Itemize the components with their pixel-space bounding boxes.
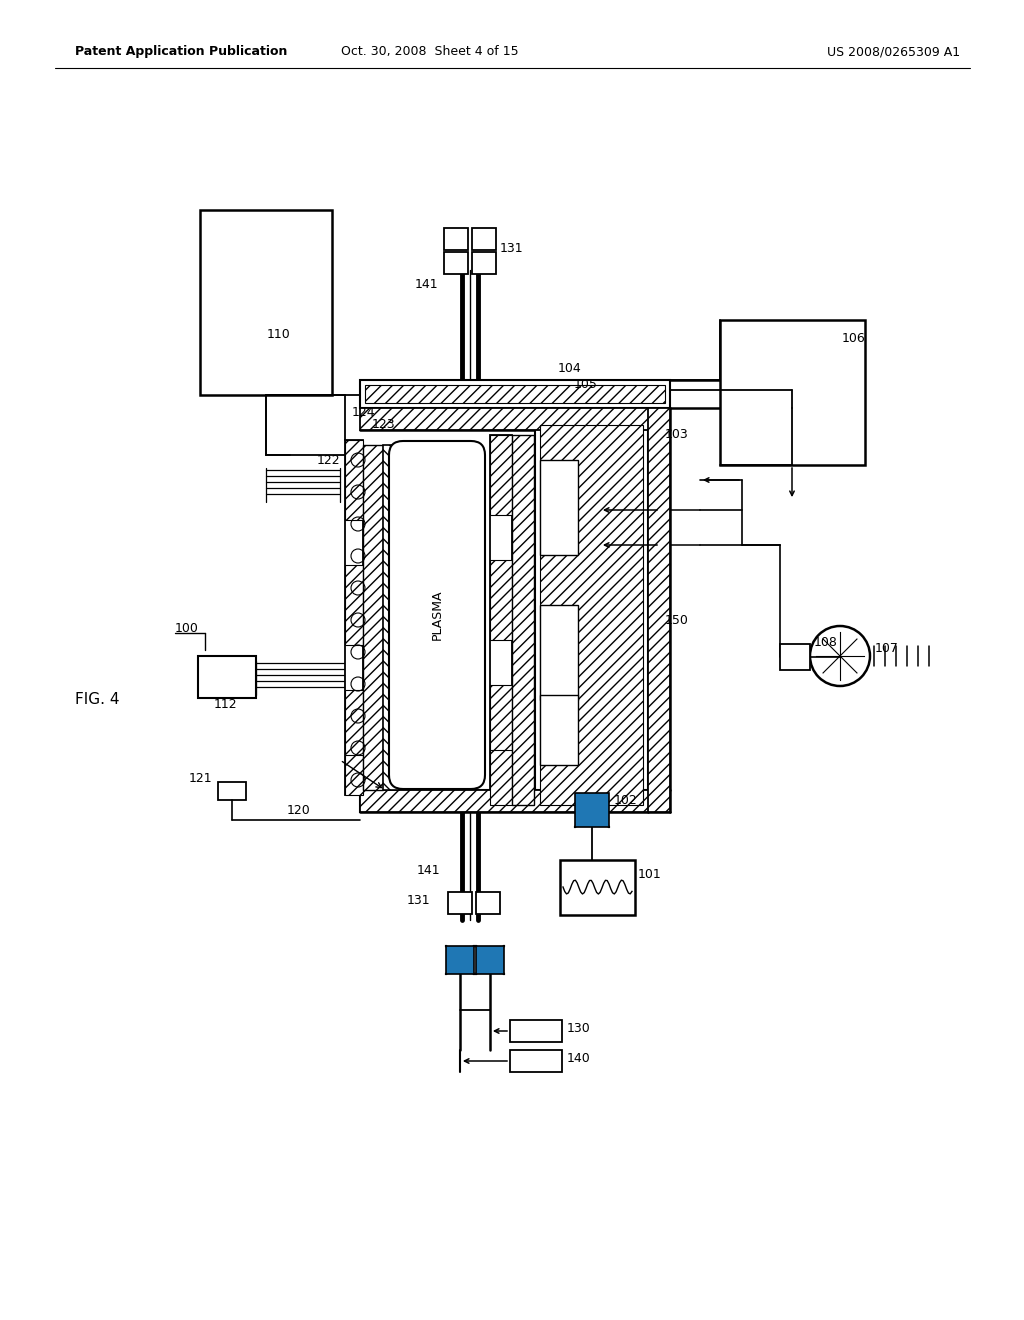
Text: 110: 110 [266, 329, 290, 342]
Bar [444, 252, 468, 275]
Bar [446, 946, 474, 974]
FancyBboxPatch shape [389, 441, 485, 789]
Bar [360, 789, 670, 812]
Text: 105: 105 [574, 379, 598, 392]
Bar [200, 210, 332, 395]
Text: 124: 124 [352, 405, 376, 418]
Bar [345, 440, 362, 795]
Text: 141: 141 [417, 863, 440, 876]
Text: 131: 131 [500, 242, 523, 255]
Text: 112: 112 [213, 698, 237, 711]
Bar [540, 425, 643, 805]
Bar [362, 445, 383, 789]
Bar [540, 605, 578, 700]
Bar [648, 408, 670, 812]
Bar [444, 228, 468, 249]
Bar [218, 781, 246, 800]
Bar [780, 644, 810, 671]
Text: 141: 141 [415, 279, 438, 292]
Bar [476, 946, 504, 974]
Text: 140: 140 [567, 1052, 591, 1065]
Bar [383, 445, 399, 789]
Bar [720, 319, 865, 465]
Bar [345, 565, 362, 645]
Bar [345, 440, 362, 520]
Text: 123: 123 [372, 418, 395, 432]
Bar [365, 385, 665, 403]
Bar [490, 560, 512, 640]
Text: 100: 100 [175, 622, 199, 635]
Text: 108: 108 [814, 636, 838, 649]
Bar [360, 408, 670, 430]
Bar [345, 690, 362, 770]
Text: 150: 150 [665, 614, 689, 627]
Text: 130: 130 [567, 1023, 591, 1035]
Text: US 2008/0265309 A1: US 2008/0265309 A1 [826, 45, 961, 58]
Bar [540, 459, 578, 554]
Text: 120: 120 [287, 804, 310, 817]
Text: 104: 104 [558, 362, 582, 375]
Bar [345, 755, 362, 795]
Bar [198, 656, 256, 698]
Bar [510, 1020, 562, 1041]
Bar [449, 892, 472, 913]
Text: 131: 131 [407, 894, 430, 907]
Text: 122: 122 [316, 454, 340, 466]
Bar [490, 436, 512, 805]
Bar [512, 436, 534, 805]
Bar [360, 380, 670, 408]
Bar [490, 750, 512, 805]
Bar [575, 793, 609, 828]
Bar [472, 228, 496, 249]
Bar [535, 420, 648, 810]
Text: 101: 101 [638, 869, 662, 882]
Text: Patent Application Publication: Patent Application Publication [75, 45, 288, 58]
Bar [476, 892, 500, 913]
Bar [472, 252, 496, 275]
Bar [490, 436, 512, 515]
Bar [540, 696, 578, 766]
Text: PLASMA: PLASMA [430, 590, 443, 640]
Text: 103: 103 [665, 429, 689, 441]
Bar [490, 685, 512, 766]
Bar [560, 861, 635, 915]
Text: 121: 121 [188, 771, 212, 784]
Text: 107: 107 [874, 642, 899, 655]
Text: Oct. 30, 2008  Sheet 4 of 15: Oct. 30, 2008 Sheet 4 of 15 [341, 45, 519, 58]
Text: 106: 106 [842, 331, 865, 345]
Text: 102: 102 [614, 793, 638, 807]
Bar [510, 1049, 562, 1072]
Bar [360, 789, 670, 812]
Text: FIG. 4: FIG. 4 [75, 693, 120, 708]
